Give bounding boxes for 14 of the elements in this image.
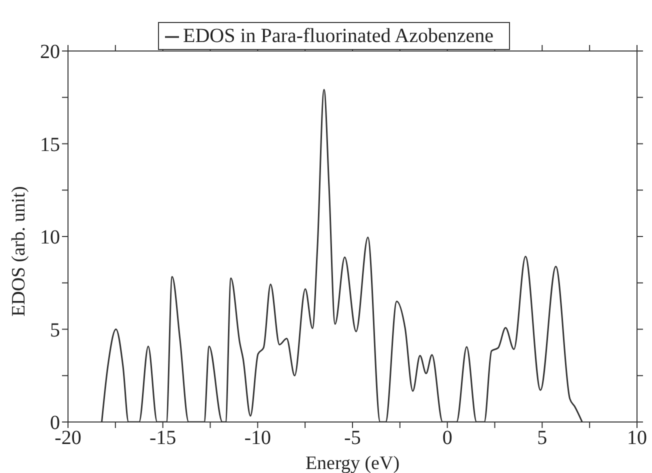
legend-label: EDOS in Para-fluorinated Azobenzene — [183, 25, 494, 47]
x-tick-label: -15 — [149, 427, 176, 450]
y-tick-label: 10 — [40, 226, 60, 249]
y-tick-label: 20 — [40, 41, 60, 64]
x-tick-label: 5 — [537, 427, 548, 450]
x-tick-label: -5 — [344, 427, 361, 450]
y-tick-label: 0 — [50, 412, 60, 434]
y-axis-title: EDOS (arb. unit) — [8, 186, 30, 316]
y-tick-label: 15 — [40, 134, 60, 156]
y-tick-label: 5 — [50, 319, 60, 342]
x-tick-label: 0 — [442, 427, 452, 450]
x-tick-label: -10 — [244, 427, 272, 450]
x-axis-title: Energy (eV) — [305, 453, 400, 473]
x-tick-label: 10 — [627, 427, 647, 450]
